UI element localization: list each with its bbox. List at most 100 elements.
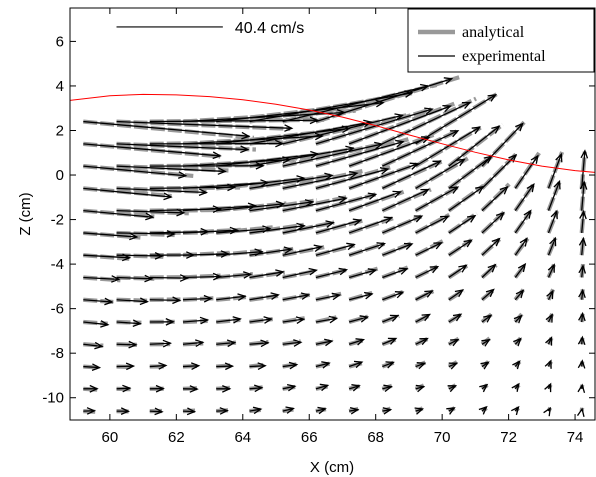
experimental-vector: [382, 361, 394, 368]
experimental-vector: [481, 212, 505, 234]
experimental-vector-head: [544, 382, 552, 393]
experimental-vector: [116, 232, 175, 235]
experimental-vector-head: [313, 244, 324, 253]
experimental-vector: [282, 318, 304, 323]
y-axis-label: Z (cm): [17, 192, 34, 235]
experimental-vector: [116, 321, 141, 325]
experimental-vector: [315, 243, 355, 256]
experimental-vector-head: [224, 362, 235, 371]
experimental-vector: [249, 387, 262, 390]
experimental-vector-head: [237, 293, 247, 301]
experimental-vector-head: [263, 316, 273, 324]
experimental-vector-head: [517, 262, 527, 273]
experimental-vector: [216, 251, 263, 256]
experimental-vector-head: [179, 274, 190, 282]
experimental-vector-head: [398, 267, 409, 275]
experimental-vector-head: [495, 211, 505, 221]
experimental-vector: [282, 407, 294, 412]
experimental-vector: [415, 158, 465, 189]
experimental-vector: [249, 174, 333, 190]
experimental-vector: [315, 193, 376, 212]
experimental-vector: [547, 264, 555, 278]
experimental-vector-head: [545, 336, 553, 346]
experimental-vector: [83, 165, 186, 177]
experimental-vector-head: [353, 360, 364, 369]
experimental-vector: [348, 163, 418, 190]
experimental-vector: [481, 289, 495, 301]
experimental-vector-head: [252, 406, 263, 415]
experimental-vector-head: [367, 268, 378, 276]
experimental-vector-head: [499, 185, 509, 195]
experimental-vector-head: [387, 337, 398, 345]
y-tick-label: 4: [56, 78, 64, 95]
experimental-vector-head: [447, 385, 458, 393]
experimental-vector: [83, 120, 249, 137]
experimental-vector-head: [241, 131, 251, 140]
experimental-vector-head: [324, 172, 334, 181]
experimental-vector: [116, 343, 136, 346]
experimental-vector: [83, 143, 221, 157]
experimental-vector: [514, 210, 532, 234]
experimental-vector: [116, 120, 292, 129]
experimental-vector: [282, 341, 301, 345]
experimental-vector-head: [545, 313, 553, 323]
experimental-vector: [249, 271, 284, 279]
experimental-vector: [415, 313, 430, 323]
experimental-vector-head: [383, 384, 393, 393]
experimental-vector-head: [420, 188, 430, 197]
experimental-vector-head: [145, 212, 155, 221]
experimental-vector-head: [219, 407, 229, 415]
x-tick-label: 74: [567, 429, 584, 446]
experimental-vector-head: [491, 237, 501, 247]
experimental-vector-head: [158, 362, 168, 370]
experimental-vector: [315, 108, 433, 145]
experimental-vector-head: [432, 160, 442, 168]
experimental-vector-head: [304, 199, 315, 207]
experimental-vector: [448, 264, 467, 279]
experimental-vector: [448, 289, 464, 301]
experimental-vector-head: [190, 362, 201, 370]
experimental-vector: [348, 191, 401, 212]
experimental-vector: [348, 136, 430, 167]
experimental-vector-head: [314, 132, 324, 141]
experimental-vector: [182, 111, 345, 123]
experimental-vector: [149, 364, 166, 368]
experimental-vector: [448, 338, 459, 345]
experimental-vector: [83, 365, 100, 369]
experimental-vector: [581, 265, 584, 278]
experimental-vector-head: [553, 179, 561, 190]
experimental-vector-head: [139, 297, 149, 306]
experimental-vector-head: [424, 290, 434, 298]
experimental-vector-head: [555, 152, 563, 163]
experimental-vector-head: [409, 162, 420, 170]
experimental-vector-head: [379, 167, 390, 175]
experimental-vector-head: [300, 292, 311, 300]
experimental-vector: [249, 121, 372, 145]
experimental-vector: [249, 318, 272, 323]
experimental-vector: [249, 365, 266, 368]
experimental-vector: [282, 197, 347, 212]
experimental-vector-head: [519, 237, 528, 247]
experimental-vector: [216, 318, 241, 323]
experimental-vector: [514, 183, 535, 212]
experimental-vector: [282, 363, 297, 368]
experimental-vector: [315, 78, 452, 123]
experimental-vectors: [83, 77, 589, 417]
experimental-vector-head: [229, 226, 240, 235]
experimental-vector-head: [319, 383, 330, 392]
experimental-vector: [315, 317, 337, 323]
experimental-vector-head: [111, 275, 121, 283]
experimental-vector-head: [325, 220, 335, 228]
experimental-vector-head: [421, 136, 431, 144]
experimental-vector: [448, 125, 500, 167]
experimental-vector-head: [471, 126, 482, 135]
experimental-vector-head: [285, 406, 295, 414]
experimental-vector-head: [255, 161, 265, 170]
experimental-vector-head: [122, 384, 132, 393]
experimental-vector: [547, 154, 562, 189]
experimental-vector-head: [446, 407, 456, 415]
legend: analytical experimental: [407, 8, 595, 73]
experimental-vector: [249, 342, 269, 345]
experimental-vector-head: [172, 296, 182, 305]
experimental-vector-head: [253, 384, 264, 393]
